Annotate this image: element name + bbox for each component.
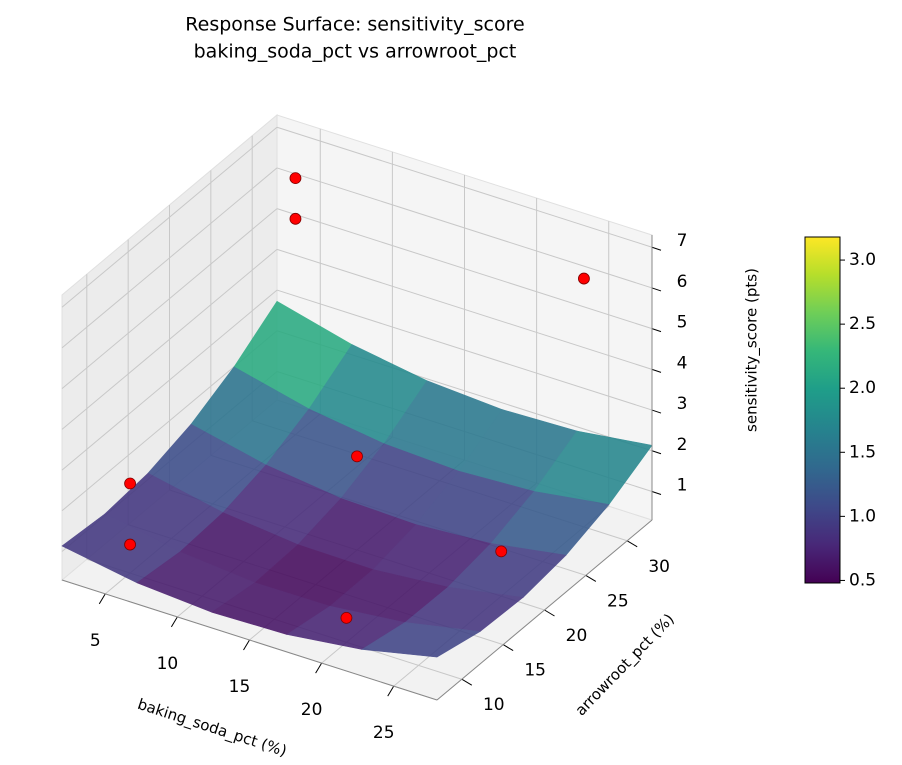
data-point bbox=[289, 212, 302, 225]
visible-points bbox=[124, 172, 590, 624]
data-point bbox=[289, 172, 302, 185]
grid-line bbox=[61, 208, 278, 390]
grid-line bbox=[61, 289, 278, 471]
colorbar-tick-label: 3.0 bbox=[849, 250, 876, 270]
surface-cell bbox=[361, 622, 481, 658]
colorbar-tick-label: 0.5 bbox=[849, 570, 876, 590]
z-tick-label: 5 bbox=[677, 313, 688, 333]
z-tick-label: 1 bbox=[677, 476, 688, 496]
x-tick-label: 25 bbox=[373, 723, 395, 743]
z-tick bbox=[651, 450, 662, 455]
y-tick-label: 20 bbox=[566, 626, 588, 646]
z-tick-label: 7 bbox=[677, 231, 688, 251]
z-tick-label: 4 bbox=[677, 353, 688, 373]
grid-line bbox=[61, 248, 278, 430]
colorbar-tick-label: 1.5 bbox=[849, 442, 876, 462]
grid-line bbox=[276, 167, 653, 289]
x-tick bbox=[387, 685, 395, 697]
data-point bbox=[340, 611, 353, 624]
data-point bbox=[124, 477, 136, 490]
x-tick-label: 5 bbox=[90, 631, 101, 651]
y-tick-label: 30 bbox=[648, 557, 670, 577]
chart-subtitle: baking_soda_pct vs arrowroot_pct bbox=[194, 41, 517, 63]
z-tick-label: 6 bbox=[677, 272, 688, 292]
grid-line bbox=[276, 126, 653, 248]
z-axis-label: sensitivity_score (pts) bbox=[743, 268, 762, 432]
x-axis-label: baking_soda_pct (%) bbox=[135, 695, 289, 761]
y-tick-label: 25 bbox=[607, 591, 629, 611]
z-tick bbox=[651, 328, 662, 333]
grid-line bbox=[276, 248, 653, 370]
data-point bbox=[124, 538, 136, 551]
data-point bbox=[578, 272, 590, 285]
grid-line bbox=[276, 289, 653, 411]
x-tick-label: 15 bbox=[229, 677, 251, 697]
z-tick bbox=[651, 491, 662, 495]
grid-line bbox=[61, 167, 278, 349]
colorbar bbox=[804, 236, 841, 584]
x-tick bbox=[170, 616, 178, 628]
data-point bbox=[495, 545, 508, 558]
surface bbox=[61, 300, 653, 658]
colorbar-tick-label: 2.5 bbox=[849, 314, 876, 334]
z-tick bbox=[651, 368, 662, 373]
z-tick bbox=[651, 287, 662, 292]
y-tick bbox=[502, 644, 514, 652]
y-axis-label: arrowroot_pct (%) bbox=[572, 610, 679, 720]
grid-line bbox=[61, 126, 278, 308]
x-tick-label: 20 bbox=[301, 700, 323, 720]
x-tick-label: 10 bbox=[157, 654, 179, 674]
y-tick-label: 10 bbox=[483, 695, 505, 715]
z-tick bbox=[651, 409, 662, 414]
colorbar-tick-label: 2.0 bbox=[849, 378, 876, 398]
x-tick bbox=[315, 662, 323, 674]
y-tick bbox=[544, 609, 555, 617]
colorbar-tick-label: 1.0 bbox=[849, 506, 876, 526]
y-tick bbox=[626, 540, 638, 548]
grid-line bbox=[276, 208, 653, 330]
y-axis-line bbox=[436, 519, 653, 701]
z-tick bbox=[651, 246, 662, 251]
x-tick bbox=[98, 593, 106, 605]
y-tick bbox=[461, 678, 473, 686]
x-axis-line bbox=[61, 579, 438, 701]
z-tick-label: 3 bbox=[677, 394, 688, 414]
data-point bbox=[351, 450, 363, 463]
z-tick-label: 2 bbox=[677, 435, 688, 455]
y-tick-label: 15 bbox=[524, 661, 546, 681]
chart-title: Response Surface: sensitivity_score bbox=[185, 14, 524, 36]
x-tick bbox=[243, 639, 250, 651]
y-tick bbox=[585, 574, 597, 582]
